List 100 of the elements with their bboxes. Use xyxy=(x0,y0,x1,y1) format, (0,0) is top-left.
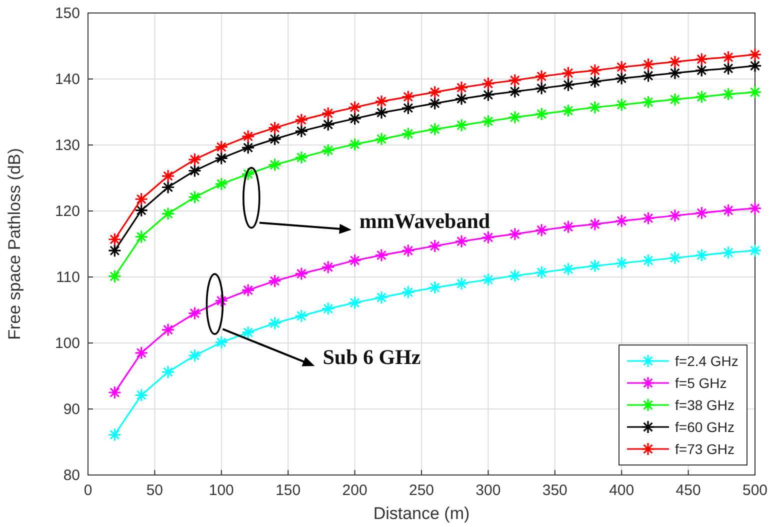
point xyxy=(722,50,736,64)
point xyxy=(161,323,175,337)
point xyxy=(294,150,308,164)
annotation: mmWaveband xyxy=(359,208,490,233)
point xyxy=(161,169,175,183)
point xyxy=(294,113,308,127)
point xyxy=(588,64,602,78)
point xyxy=(722,204,736,218)
point xyxy=(294,309,308,323)
point xyxy=(161,365,175,379)
x-tick-label: 200 xyxy=(342,482,368,499)
point xyxy=(268,274,282,288)
y-tick-label: 90 xyxy=(63,401,80,418)
point xyxy=(401,101,415,115)
point xyxy=(481,114,495,128)
point xyxy=(668,208,682,222)
point xyxy=(374,106,388,120)
point xyxy=(401,244,415,258)
point xyxy=(614,60,628,74)
x-tick-label: 150 xyxy=(276,482,301,499)
point xyxy=(534,266,548,280)
point xyxy=(241,140,255,154)
legend-label: f=73 GHz xyxy=(675,441,735,457)
point xyxy=(641,68,656,82)
point xyxy=(401,285,415,299)
y-tick-label: 100 xyxy=(54,335,80,352)
point xyxy=(508,84,522,98)
point xyxy=(641,211,656,226)
point xyxy=(428,122,442,136)
legend-label: f=38 GHz xyxy=(675,397,735,413)
point xyxy=(294,124,308,138)
point xyxy=(614,98,628,112)
point xyxy=(188,190,202,204)
point xyxy=(668,92,682,106)
point xyxy=(374,94,388,108)
point xyxy=(454,92,468,106)
point xyxy=(481,230,495,244)
point xyxy=(694,64,708,78)
point xyxy=(748,85,762,99)
point xyxy=(374,290,388,304)
point xyxy=(188,152,202,166)
point xyxy=(108,232,122,246)
point xyxy=(588,100,602,114)
point xyxy=(561,220,576,234)
point xyxy=(614,72,628,86)
x-tick-label: 250 xyxy=(408,482,434,499)
y-tick-label: 140 xyxy=(54,71,80,88)
point xyxy=(694,248,708,262)
point xyxy=(534,107,548,121)
point xyxy=(748,59,762,73)
y-tick-label: 80 xyxy=(63,467,80,484)
point xyxy=(161,206,175,220)
point xyxy=(188,306,202,320)
point xyxy=(428,85,442,99)
point xyxy=(214,140,228,154)
x-axis-title: Distance (m) xyxy=(373,504,470,523)
point xyxy=(108,428,122,442)
point xyxy=(748,244,762,258)
point xyxy=(161,180,175,194)
x-tick-label: 0 xyxy=(84,482,92,499)
point xyxy=(428,280,442,294)
y-tick-label: 120 xyxy=(54,203,80,220)
point xyxy=(508,268,522,282)
point xyxy=(188,164,202,178)
y-axis-title: Free space Pathloss (dB) xyxy=(5,148,24,340)
x-tick-label: 300 xyxy=(476,482,501,499)
point xyxy=(108,386,122,400)
x-tick-label: 450 xyxy=(676,482,701,499)
point xyxy=(401,126,415,141)
point xyxy=(108,270,122,284)
point xyxy=(561,262,576,276)
point xyxy=(454,80,468,94)
point xyxy=(134,192,148,206)
point xyxy=(454,118,468,132)
point xyxy=(614,256,628,270)
point xyxy=(668,251,682,265)
x-tick-label: 350 xyxy=(542,482,568,499)
point xyxy=(321,118,335,132)
point xyxy=(241,130,255,144)
point xyxy=(722,87,736,101)
point xyxy=(321,302,335,316)
x-tick-label: 100 xyxy=(208,482,234,499)
point xyxy=(748,202,762,216)
point xyxy=(481,88,495,102)
point xyxy=(722,62,736,76)
point xyxy=(268,121,282,135)
point xyxy=(348,112,362,126)
point xyxy=(294,266,308,280)
point xyxy=(134,388,148,402)
point xyxy=(454,234,468,248)
point xyxy=(214,151,228,165)
x-tick-label: 500 xyxy=(742,482,768,499)
x-tick-label: 400 xyxy=(609,482,634,499)
point xyxy=(722,246,736,260)
point xyxy=(214,294,228,308)
point xyxy=(748,48,762,62)
point xyxy=(428,239,442,253)
point xyxy=(374,248,388,262)
point xyxy=(588,258,602,273)
point xyxy=(268,132,282,146)
